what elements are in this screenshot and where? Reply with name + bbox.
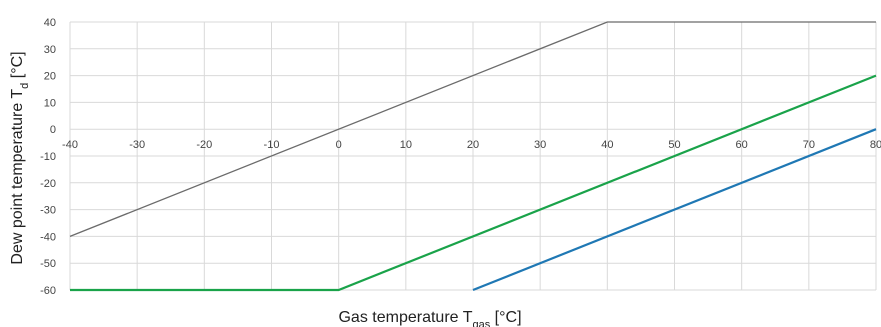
x-tick-label: -40 [62, 139, 78, 151]
y-tick-label: -10 [40, 151, 56, 163]
x-tick-label: 70 [803, 139, 815, 151]
series-line-2 [70, 74, 877, 292]
x-tick-label: 60 [736, 139, 748, 151]
x-tick-label: 80 [870, 139, 881, 151]
y-tick-labels: 40 30 20 10 0 -10 -20 -30 -40 -50 -60 [40, 17, 56, 297]
y-tick-label: 0 [50, 124, 56, 136]
series-layer [69, 21, 877, 292]
x-tick-label: 10 [400, 139, 412, 151]
y-axis-label: Dew point temperature Td [°C] [9, 51, 31, 264]
y-tick-label: -20 [40, 178, 56, 190]
x-tick-labels: -40 -30 -20 -10 0 10 20 30 40 50 60 70 80 [62, 139, 881, 151]
y-tick-label: -40 [40, 231, 56, 243]
y-tick-label: 20 [44, 71, 56, 83]
series-line-1 [69, 21, 876, 238]
x-tick-label: 50 [668, 139, 680, 151]
y-tick-label: -60 [40, 285, 56, 297]
x-tick-label: -30 [129, 139, 145, 151]
x-tick-label: 0 [336, 139, 342, 151]
series-line-3 [472, 128, 877, 292]
y-tick-label: -50 [40, 258, 56, 270]
y-tick-label: -30 [40, 205, 56, 217]
y-tick-label: 30 [44, 44, 56, 56]
grid-layer [69, 21, 877, 291]
x-tick-label: 30 [534, 139, 546, 151]
x-tick-label: 40 [601, 139, 613, 151]
y-tick-label: 10 [44, 97, 56, 109]
x-axis-label: Gas temperature Tgas [°C] [338, 309, 521, 327]
x-tick-label: -20 [196, 139, 212, 151]
x-tick-label: -10 [264, 139, 280, 151]
x-tick-label: 20 [467, 139, 479, 151]
y-tick-label: 40 [44, 17, 56, 29]
